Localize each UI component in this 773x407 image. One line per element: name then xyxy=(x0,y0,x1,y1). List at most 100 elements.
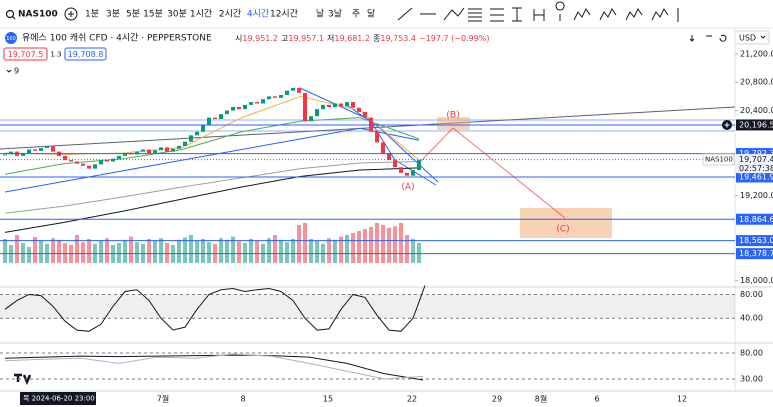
x-tick-label: 7월 xyxy=(157,394,169,404)
tool-abcd[interactable] xyxy=(573,8,591,21)
volume-bar xyxy=(135,242,139,263)
interval-button[interactable]: 주 xyxy=(352,9,360,20)
level-label: 18,864.6 xyxy=(739,215,773,224)
candle-body xyxy=(207,117,211,125)
volume-bar xyxy=(57,239,61,263)
chart-title: 유에스 100 캐쉬 CFD · 4시간 · PEPPERSTONE xyxy=(22,33,212,44)
volume-bar xyxy=(123,239,127,263)
toggle-icon[interactable] xyxy=(6,69,12,73)
currency: USD xyxy=(739,34,756,43)
candle-body xyxy=(249,102,253,105)
candle-body xyxy=(327,104,331,108)
wave-label: (B) xyxy=(446,111,459,121)
tool-elliott[interactable] xyxy=(651,8,669,21)
candle-body xyxy=(405,172,409,176)
interval-button[interactable]: 5분 xyxy=(126,9,140,20)
ohlc-label: 종 xyxy=(373,34,380,43)
last-price-name-box xyxy=(702,153,735,166)
volume-bar xyxy=(201,239,205,263)
tool-trendline[interactable] xyxy=(397,7,413,21)
level-label-box xyxy=(736,248,773,260)
candle-body xyxy=(321,104,325,110)
volume-bar xyxy=(81,242,85,263)
tool-measure[interactable] xyxy=(512,7,522,22)
candle-body xyxy=(195,131,199,136)
candle-body xyxy=(69,160,73,162)
volume-bar xyxy=(63,243,67,263)
tool-fib[interactable] xyxy=(468,8,482,22)
x-tick-label: 12 xyxy=(677,395,687,404)
buy-button[interactable] xyxy=(64,47,107,61)
interval-button[interactable]: 12시간 xyxy=(270,9,298,20)
volume-bar xyxy=(87,239,91,263)
compare-button[interactable] xyxy=(64,7,78,21)
tool-wave[interactable] xyxy=(625,8,643,21)
level-label-box xyxy=(736,213,773,225)
tool-xabcd[interactable] xyxy=(599,8,617,21)
candle-body xyxy=(315,109,319,117)
ohlc-change: −197.7 (−0.99%) xyxy=(419,34,490,43)
candle-body xyxy=(3,154,7,156)
level-label-box xyxy=(736,119,773,131)
level-label: 19,461.9 xyxy=(739,172,773,181)
osc2-tick-label: 30.00 xyxy=(740,375,763,384)
symbol[interactable]: NAS100 xyxy=(18,10,58,20)
volume-bar xyxy=(183,237,187,263)
candle-body xyxy=(189,135,193,142)
x-tick-label: 29 xyxy=(492,395,502,404)
volume-bar xyxy=(357,231,361,263)
spread: 1.3 xyxy=(50,51,61,59)
interval-button[interactable]: 달 xyxy=(367,8,375,20)
candle-body xyxy=(237,107,241,110)
interval-button[interactable]: 1시간 xyxy=(190,9,212,20)
header-icons[interactable] xyxy=(689,34,727,42)
search-icon[interactable] xyxy=(5,9,15,19)
crosshair-date-box xyxy=(20,392,96,405)
add-alert-icon xyxy=(724,122,730,128)
projection-path xyxy=(419,127,566,219)
candle-body xyxy=(141,149,145,152)
candle-body xyxy=(147,149,151,154)
volume-bar xyxy=(405,235,409,263)
interval-button[interactable]: 3분 xyxy=(106,9,120,20)
wave-label: (C) xyxy=(556,225,569,235)
x-tick-label: 15 xyxy=(323,395,333,404)
candle-body xyxy=(345,102,349,107)
candle-body xyxy=(261,99,265,104)
volume-bar xyxy=(297,225,301,263)
volume-bar xyxy=(249,239,253,263)
interval-button[interactable]: 30분 xyxy=(167,9,187,20)
tool-pitchfork[interactable] xyxy=(443,7,465,21)
trend-line xyxy=(0,106,736,150)
level-label: 20,196.5 xyxy=(739,120,773,129)
candle-body xyxy=(183,141,187,146)
ohlc: 시19,951.2 고19,957.1 저19,681.2 종19,753.4 −197… xyxy=(235,34,490,43)
volume-bar xyxy=(267,238,271,263)
sell-button[interactable] xyxy=(3,47,48,61)
candle-body xyxy=(93,164,97,169)
interval-button[interactable]: 4시간 xyxy=(247,9,269,20)
oscillator2-line xyxy=(4,353,424,380)
interval-button[interactable]: 1분 xyxy=(85,9,99,20)
tool-range[interactable] xyxy=(533,9,545,21)
volume-bar xyxy=(273,235,277,263)
interval-button[interactable]: 15분 xyxy=(143,9,163,20)
interval-button[interactable]: 3날 xyxy=(328,9,342,20)
tool-pin[interactable] xyxy=(555,1,565,21)
volume-bar xyxy=(255,241,259,263)
volume-bar xyxy=(399,223,403,263)
tool-gann[interactable] xyxy=(490,8,504,22)
candle-body xyxy=(297,87,301,93)
candle-body xyxy=(171,148,175,152)
volume-bar xyxy=(51,238,55,263)
volume-bar xyxy=(75,235,79,263)
volume-bar xyxy=(345,235,349,263)
interval-button[interactable]: 2시간 xyxy=(219,9,241,20)
candle-body xyxy=(243,104,247,110)
countdown: 02:57:38 xyxy=(739,164,773,173)
candle-body xyxy=(153,150,157,154)
moving-average xyxy=(4,127,420,193)
volume-bar xyxy=(375,223,379,263)
interval-button[interactable]: 날 xyxy=(316,9,324,20)
